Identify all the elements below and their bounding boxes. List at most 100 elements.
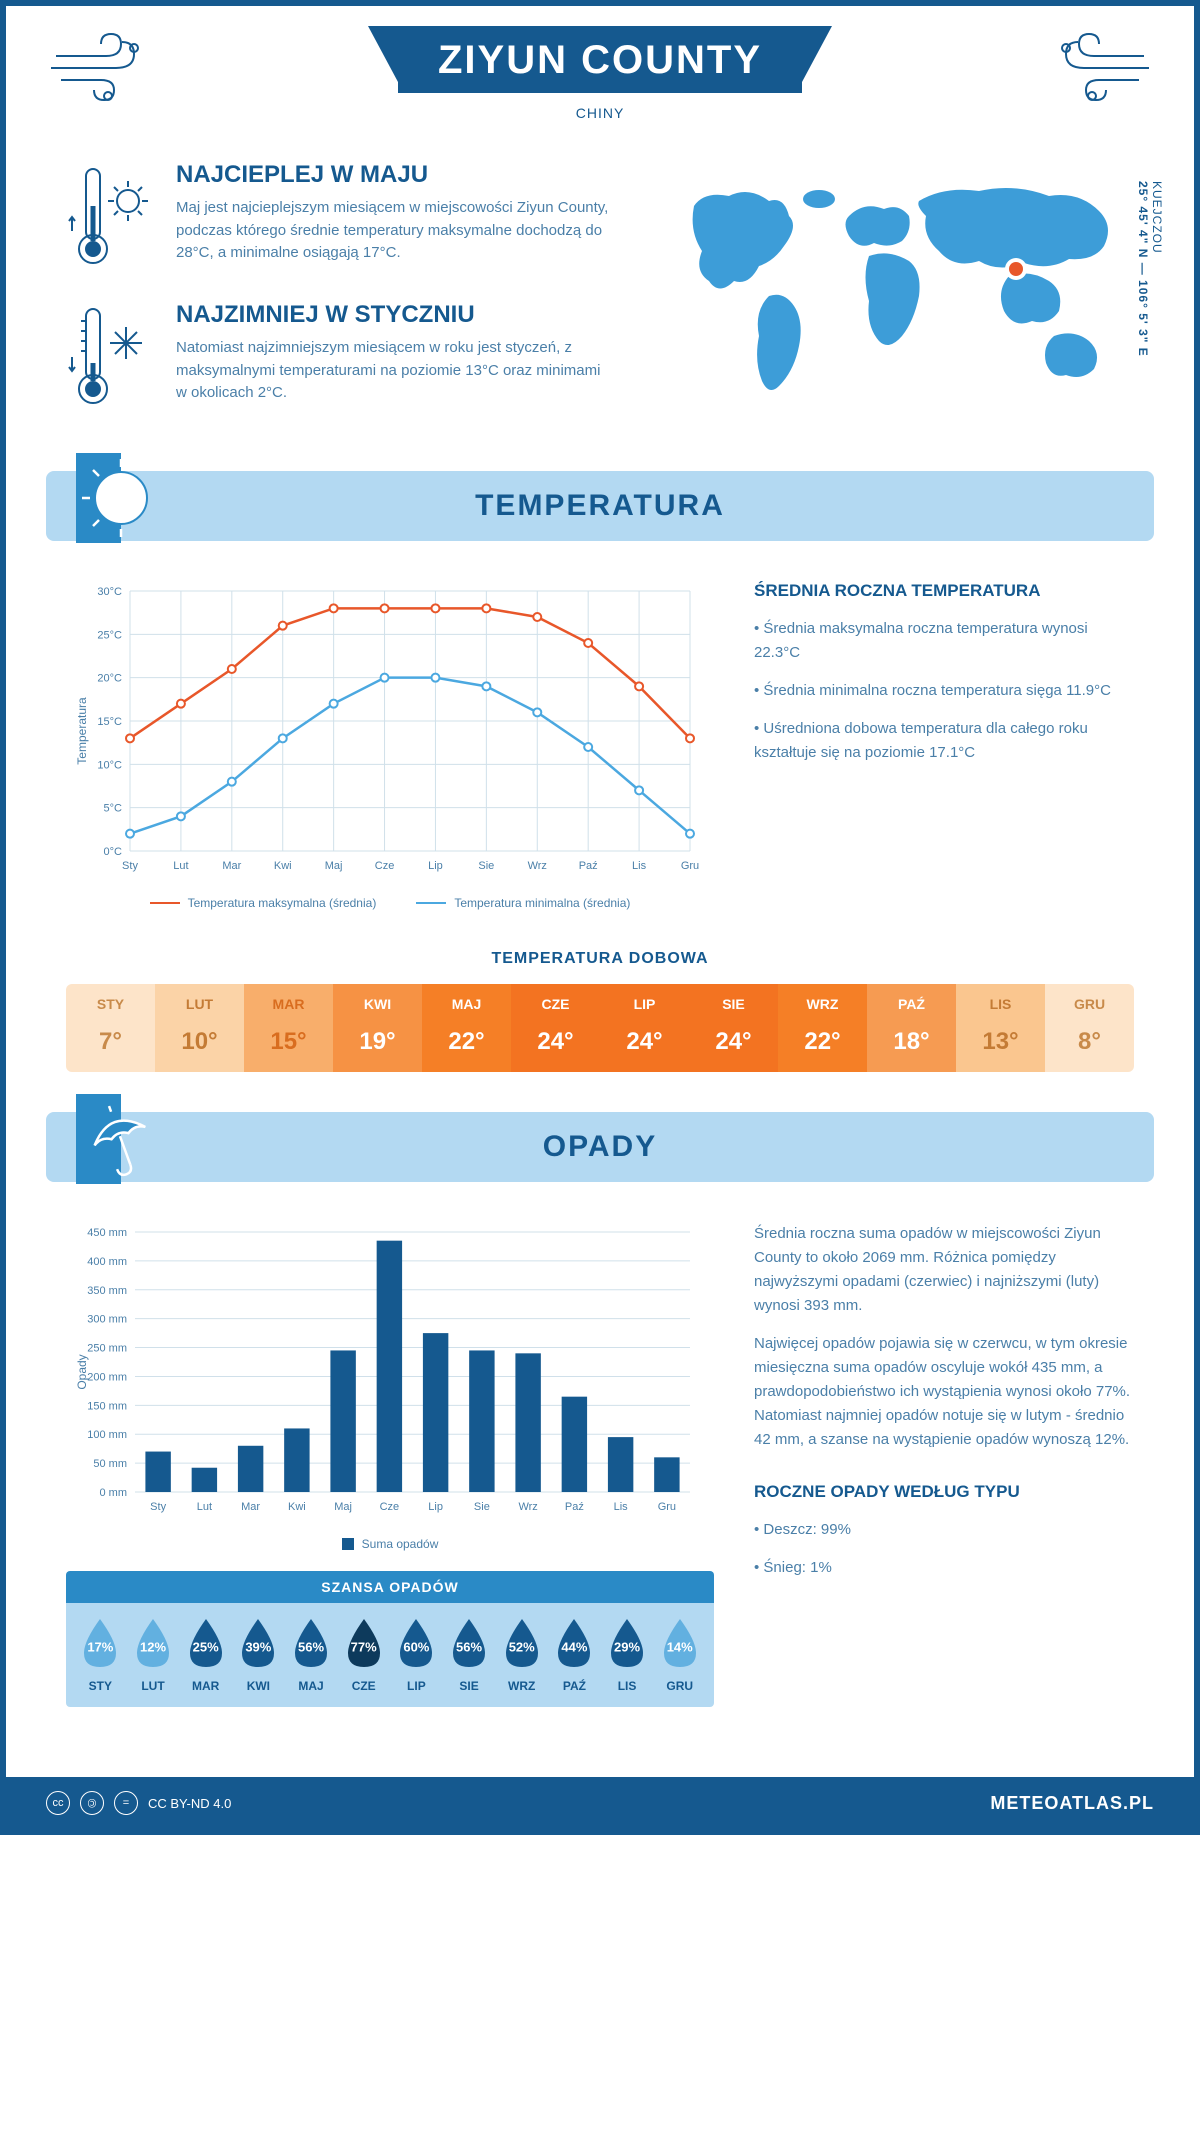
- chance-month: STY: [74, 1679, 127, 1693]
- svg-text:0 mm: 0 mm: [100, 1487, 128, 1499]
- daily-temp-value: 15°: [248, 1028, 329, 1056]
- precipitation-bar-chart: 0 mm50 mm100 mm150 mm200 mm250 mm300 mm3…: [66, 1222, 714, 1522]
- intro-hot-title: NAJCIEPLEJ W MAJU: [176, 161, 614, 189]
- chance-value: 44%: [561, 1639, 587, 1654]
- daily-temp-table: STY7°LUT10°MAR15°KWI19°MAJ22°CZE24°LIP24…: [66, 984, 1134, 1072]
- precipitation-info-paragraph: Najwięcej opadów pojawia się w czerwcu, …: [754, 1332, 1134, 1452]
- sun-icon: [76, 453, 166, 543]
- precip-type-item: • Śnieg: 1%: [754, 1556, 1134, 1580]
- raindrop-icon: 12%: [131, 1617, 175, 1671]
- temperature-line-chart: 0°C5°C10°C15°C20°C25°C30°CStyLutMarKwiMa…: [66, 581, 714, 881]
- precipitation-legend: Suma opadów: [66, 1537, 714, 1551]
- chance-value: 56%: [298, 1639, 324, 1654]
- daily-temp-month: PAŹ: [871, 996, 952, 1012]
- subtitle: CHINY: [166, 105, 1034, 121]
- svg-text:Sty: Sty: [150, 1501, 166, 1513]
- header: ZIYUN COUNTY CHINY: [6, 6, 1194, 151]
- chance-value: 17%: [87, 1639, 113, 1654]
- legend-min: Temperatura minimalna (średnia): [416, 896, 630, 910]
- daily-temp-cell: CZE 24°: [511, 984, 600, 1072]
- svg-text:Lut: Lut: [173, 860, 188, 872]
- svg-text:Wrz: Wrz: [518, 1501, 537, 1513]
- svg-text:Cze: Cze: [375, 860, 395, 872]
- daily-temperature: TEMPERATURA DOBOWA STY7°LUT10°MAR15°KWI1…: [6, 950, 1194, 1112]
- daily-temp-value: 7°: [70, 1028, 151, 1056]
- daily-temp-month: LIS: [960, 996, 1041, 1012]
- daily-temp-cell: GRU8°: [1045, 984, 1134, 1072]
- svg-text:Kwi: Kwi: [288, 1501, 306, 1513]
- svg-text:Paź: Paź: [579, 860, 598, 872]
- precip-type-item: • Deszcz: 99%: [754, 1518, 1134, 1542]
- svg-text:200 mm: 200 mm: [87, 1371, 127, 1383]
- chance-month: KWI: [232, 1679, 285, 1693]
- svg-text:20°C: 20°C: [97, 673, 122, 685]
- temperature-legend: Temperatura maksymalna (średnia) Tempera…: [66, 896, 714, 910]
- chance-month: MAR: [179, 1679, 232, 1693]
- footer-license: cc 🄯 = CC BY-ND 4.0: [46, 1791, 231, 1815]
- temperature-info-item: • Średnia minimalna roczna temperatura s…: [754, 679, 1134, 703]
- chance-value: 52%: [509, 1639, 535, 1654]
- intro-cold-block: NAJZIMNIEJ W STYCZNIU Natomiast najzimni…: [66, 301, 614, 411]
- raindrop-icon: 25%: [184, 1617, 228, 1671]
- chance-value: 14%: [667, 1639, 693, 1654]
- temperature-title: TEMPERATURA: [106, 489, 1094, 523]
- svg-text:5°C: 5°C: [104, 803, 123, 815]
- svg-text:100 mm: 100 mm: [87, 1429, 127, 1441]
- raindrop-icon: 39%: [236, 1617, 280, 1671]
- daily-temp-cell: LIP24°: [600, 984, 689, 1072]
- daily-temp-month: LUT: [159, 996, 240, 1012]
- chance-value: 29%: [614, 1639, 640, 1654]
- daily-temp-value: 24°: [515, 1028, 596, 1056]
- svg-text:Mar: Mar: [222, 860, 241, 872]
- daily-temp-cell: LIS13°: [956, 984, 1045, 1072]
- svg-text:Lis: Lis: [614, 1501, 629, 1513]
- chance-month: WRZ: [495, 1679, 548, 1693]
- daily-temp-title: TEMPERATURA DOBOWA: [66, 950, 1134, 968]
- daily-temp-month: MAJ: [426, 996, 507, 1012]
- daily-temp-value: 8°: [1049, 1028, 1130, 1056]
- cc-icon: cc: [46, 1791, 70, 1815]
- svg-text:30°C: 30°C: [97, 586, 122, 598]
- svg-text:Maj: Maj: [334, 1501, 352, 1513]
- precipitation-info-paragraph: Średnia roczna suma opadów w miejscowośc…: [754, 1222, 1134, 1318]
- chance-cell: 56% SIE: [443, 1617, 496, 1693]
- svg-text:Wrz: Wrz: [528, 860, 547, 872]
- daily-temp-value: 18°: [871, 1028, 952, 1056]
- daily-temp-value: 10°: [159, 1028, 240, 1056]
- chance-value: 77%: [351, 1639, 377, 1654]
- daily-temp-cell: STY7°: [66, 984, 155, 1072]
- umbrella-icon: [76, 1094, 166, 1184]
- raindrop-icon: 52%: [500, 1617, 544, 1671]
- raindrop-icon: 56%: [447, 1617, 491, 1671]
- temperature-info-item: • Uśredniona dobowa temperatura dla całe…: [754, 717, 1134, 765]
- svg-text:Mar: Mar: [241, 1501, 260, 1513]
- temperature-info: ŚREDNIA ROCZNA TEMPERATURA • Średnia mak…: [754, 581, 1134, 910]
- svg-text:400 mm: 400 mm: [87, 1256, 127, 1268]
- daily-temp-cell: MAJ22°: [422, 984, 511, 1072]
- daily-temp-cell: LUT 10°: [155, 984, 244, 1072]
- chance-cell: 77% CZE: [337, 1617, 390, 1693]
- chance-title: SZANSA OPADÓW: [66, 1571, 714, 1603]
- temperature-info-title: ŚREDNIA ROCZNA TEMPERATURA: [754, 581, 1134, 601]
- chance-value: 25%: [193, 1639, 219, 1654]
- chance-cell: 52% WRZ: [495, 1617, 548, 1693]
- intro-section: NAJCIEPLEJ W MAJU Maj jest najcieplejszy…: [6, 151, 1194, 471]
- svg-text:300 mm: 300 mm: [87, 1314, 127, 1326]
- daily-temp-month: MAR: [248, 996, 329, 1012]
- daily-temp-value: 24°: [604, 1028, 685, 1056]
- chance-value: 39%: [245, 1639, 271, 1654]
- intro-cold-body: Natomiast najzimniejszym miesiącem w rok…: [176, 337, 614, 405]
- daily-temp-cell: SIE24°: [689, 984, 778, 1072]
- svg-text:Sie: Sie: [474, 1501, 490, 1513]
- daily-temp-month: CZE: [515, 996, 596, 1012]
- svg-text:Maj: Maj: [325, 860, 343, 872]
- svg-text:Opady: Opady: [75, 1354, 89, 1389]
- svg-text:Kwi: Kwi: [274, 860, 292, 872]
- nd-icon: =: [114, 1791, 138, 1815]
- chance-month: GRU: [653, 1679, 706, 1693]
- temperature-chart-section: 0°C5°C10°C15°C20°C25°C30°CStyLutMarKwiMa…: [6, 571, 1194, 950]
- precipitation-chart-area: 0 mm50 mm100 mm150 mm200 mm250 mm300 mm3…: [66, 1222, 714, 1707]
- raindrop-icon: 44%: [552, 1617, 596, 1671]
- precipitation-chart-section: 0 mm50 mm100 mm150 mm200 mm250 mm300 mm3…: [6, 1212, 1194, 1747]
- raindrop-icon: 14%: [658, 1617, 702, 1671]
